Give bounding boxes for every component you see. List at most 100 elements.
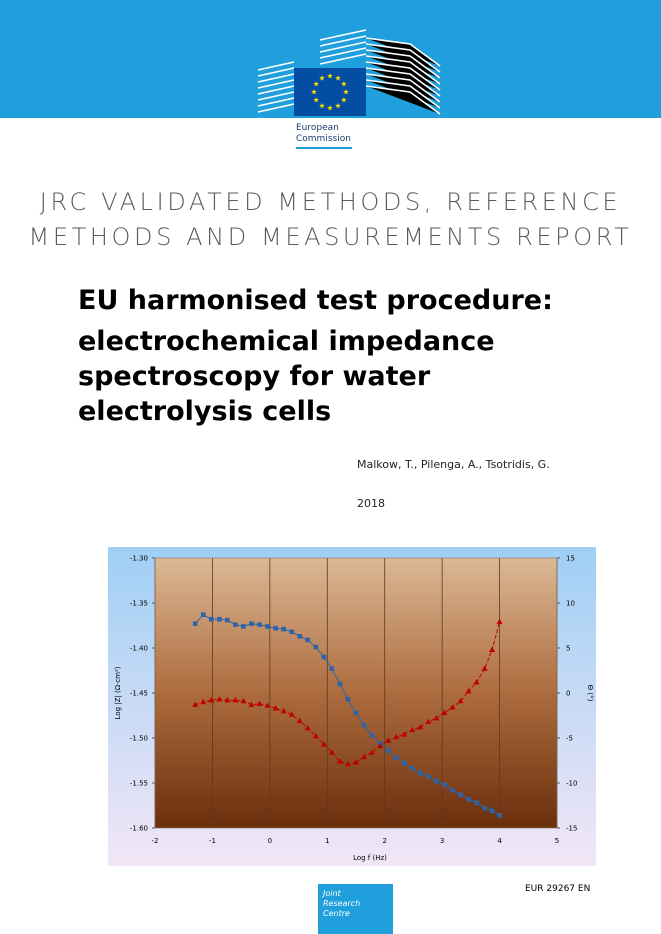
y-axis-label: Log |Z| (Ω·cm²) [114,666,122,719]
marker [225,617,230,623]
marker [434,778,439,784]
y2-tick-label: 0 [566,690,570,698]
marker [289,629,294,635]
title: electrolysis cells [78,396,332,427]
marker [377,742,384,749]
y2-tick-label: 15 [566,555,575,563]
year: 2018 [357,497,385,510]
marker [474,800,479,806]
y2-tick-label: -10 [566,780,577,788]
marker [208,697,215,703]
marker [497,813,502,818]
jrc-text: Research [323,899,360,908]
star [319,102,325,109]
marker [273,625,278,631]
marker [433,715,440,721]
marker [345,697,351,702]
y-tick-label: -1.40 [130,645,148,653]
marker [337,681,343,687]
marker [393,755,399,761]
y-tick-label: -1.45 [130,690,148,698]
report-number: EUR 29267 EN [525,884,591,894]
marker [200,698,207,705]
marker [216,696,223,702]
series-title: JRC VALIDATED METHODS, REFERENCE [39,188,622,216]
marker [329,666,335,671]
marker [249,621,254,626]
x-tick-label: -2 [152,837,159,845]
marker [264,702,271,708]
marker [496,618,503,625]
jrc-logo: Joint Research Centre [318,884,393,934]
y2-tick-label: 5 [566,645,570,653]
marker [457,697,464,704]
marker [233,622,238,627]
marker [192,701,199,707]
marker [304,724,311,731]
marker [288,711,295,717]
marker [272,705,279,711]
x-tick-label: 1 [325,837,329,845]
plot-frame [154,557,558,829]
marker [353,759,359,765]
marker [369,749,376,755]
marker [256,700,263,706]
marker [417,724,424,730]
y2-axis-label: Θ (°) [586,685,594,702]
marker [321,654,327,660]
marker [200,612,206,617]
star [335,102,341,109]
star [341,81,347,87]
flag-stars [311,73,349,111]
y2-tick-label: -5 [566,735,573,743]
marker [449,704,456,710]
marker [296,717,303,724]
y-tick-label: -1.35 [130,600,148,608]
title: electrochemical impedance [78,326,495,357]
star [335,75,341,81]
marker [241,624,246,629]
title: EU harmonised test procedure: [78,285,553,316]
star [319,75,325,81]
y-tick-label: -1.30 [130,555,148,563]
marker [265,624,270,629]
y-tick-label: -1.60 [130,825,148,833]
marker [232,697,239,703]
star [343,89,349,95]
marker [465,688,472,694]
marker [361,753,368,760]
x-tick-label: 0 [268,837,272,845]
x-tick-label: 4 [497,837,502,845]
marker [482,805,487,811]
header-band: European Commission [0,0,661,149]
marker [328,749,335,755]
marker [401,760,407,766]
y2-tick-label: -15 [566,825,577,833]
star [327,105,333,111]
marker [409,766,415,771]
marker [240,697,247,704]
star [311,89,317,95]
jrc-text: Centre [323,909,350,918]
marker [353,710,359,716]
marker [385,737,392,743]
marker [313,644,319,650]
authors: Malkow, T., Pilenga, A., Tsotridis, G. [357,458,550,471]
y-tick-label: -1.55 [130,780,148,788]
marker [473,679,480,685]
marker [217,616,222,622]
marker [257,622,262,627]
marker [441,709,448,715]
x-tick-label: 2 [382,837,386,845]
marker [192,621,198,626]
marker [369,733,375,738]
marker [425,718,432,724]
logo-text: Commission [296,134,351,144]
marker [450,787,455,793]
marker [297,634,303,639]
marker [208,616,214,622]
x-tick-label: 5 [555,837,559,845]
x-tick-label: -1 [209,837,216,845]
marker [305,637,311,643]
